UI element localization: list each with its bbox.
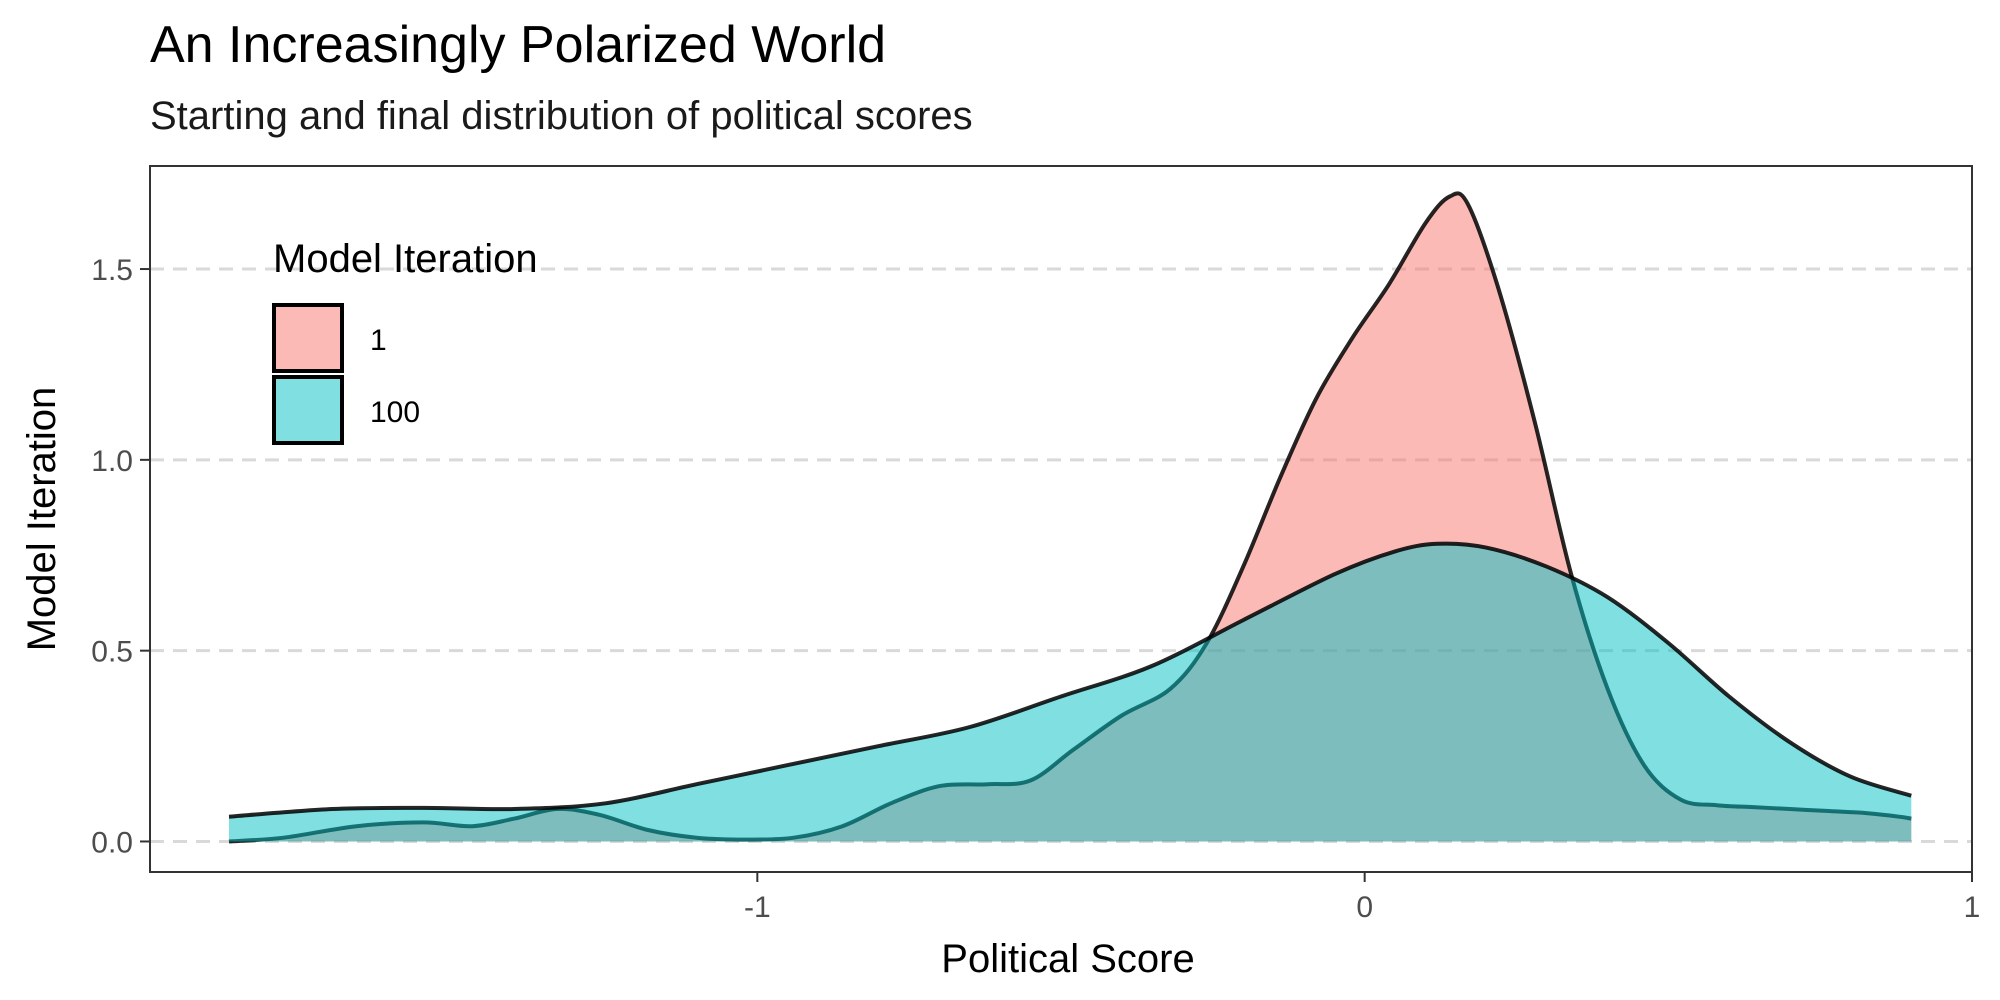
axes: 0.0 0.5 1.0 1.5 -1 0 1: [91, 254, 1980, 924]
density-area-series-100: [229, 543, 1912, 842]
legend-label-100: 100: [370, 396, 420, 429]
chart-subtitle: Starting and final distribution of polit…: [150, 94, 973, 138]
y-tick-label: 0.0: [91, 826, 133, 859]
y-tick-label: 1.0: [91, 445, 133, 478]
x-axis-title: Political Score: [941, 937, 1194, 981]
y-tick-label: 0.5: [91, 636, 133, 669]
plot-panel-border: [149, 165, 1973, 873]
legend-key-100: [272, 375, 344, 445]
x-tick-label: -1: [744, 891, 771, 924]
legend-title: Model Iteration: [273, 237, 538, 281]
legend-label-1: 1: [370, 324, 387, 357]
legend: Model Iteration 1 100: [272, 237, 538, 445]
legend-key-1: [272, 303, 344, 373]
x-tick-label: 1: [1964, 891, 1981, 924]
density-areas: [228, 191, 1912, 844]
y-axis-title: Model Iteration: [20, 387, 64, 652]
y-tick-label: 1.5: [91, 254, 133, 287]
chart-title: An Increasingly Polarized World: [150, 16, 886, 74]
x-tick-label: 0: [1356, 891, 1373, 924]
density-line-series-100: [228, 541, 1912, 819]
